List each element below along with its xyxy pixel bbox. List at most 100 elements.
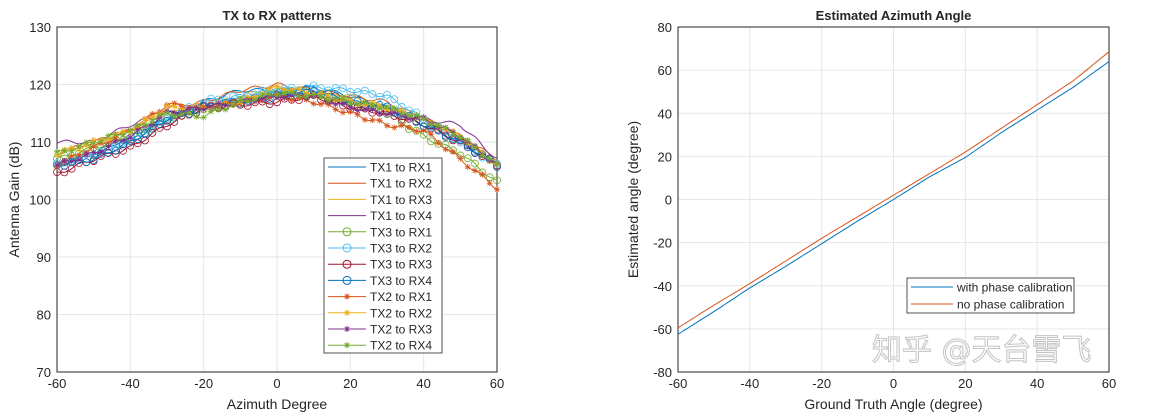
series-line bbox=[677, 51, 1110, 329]
data-point-star bbox=[442, 124, 449, 131]
data-point-star bbox=[61, 147, 68, 154]
x-axis-label: Azimuth Degree bbox=[227, 396, 328, 412]
x-tick-label: 60 bbox=[490, 376, 504, 391]
x-tick-label: -20 bbox=[194, 376, 213, 391]
data-point-star bbox=[120, 128, 126, 135]
data-point-star bbox=[90, 143, 97, 150]
chart-2: -60 -40 -20 0 20 40 60-80-60-40-20020406080Est… bbox=[625, 8, 1116, 412]
data-point-star bbox=[68, 147, 75, 154]
data-point-star bbox=[494, 160, 500, 167]
data-point-star bbox=[252, 96, 258, 103]
x-tick-label: -20 bbox=[812, 376, 831, 391]
data-point-star bbox=[457, 134, 464, 141]
legend-item: TX3 to RX4 bbox=[328, 274, 432, 288]
data-point-star bbox=[112, 131, 119, 138]
data-point-star bbox=[332, 101, 339, 108]
data-point-star bbox=[68, 144, 75, 151]
data-point-star bbox=[105, 136, 112, 143]
data-point-star bbox=[171, 112, 178, 119]
series-line bbox=[677, 61, 1110, 335]
data-point-star bbox=[332, 106, 339, 113]
data-point-star bbox=[61, 157, 68, 164]
x-tick-label: 0 bbox=[890, 376, 897, 391]
data-point-circle bbox=[141, 129, 149, 138]
legend-marker-circle bbox=[342, 275, 352, 285]
data-point-star bbox=[105, 143, 112, 150]
data-point-star bbox=[376, 117, 383, 124]
data-point-star bbox=[479, 171, 486, 178]
data-point-star bbox=[464, 163, 471, 170]
data-point-star bbox=[347, 108, 354, 115]
data-point-star bbox=[303, 93, 310, 100]
data-point-star bbox=[98, 138, 104, 145]
data-point-star bbox=[142, 116, 148, 123]
data-point-circle bbox=[133, 135, 142, 144]
data-point-star bbox=[398, 110, 405, 117]
data-point-star bbox=[90, 137, 97, 144]
data-point-star bbox=[105, 132, 112, 139]
legend-item: TX2 to RX3 bbox=[328, 323, 432, 337]
y-tick-label: 60 bbox=[658, 63, 672, 78]
legend-item: TX3 to RX1 bbox=[328, 225, 432, 239]
data-point-circle bbox=[353, 88, 362, 96]
data-point-star bbox=[310, 91, 317, 98]
data-point-star bbox=[464, 137, 471, 144]
y-axis-label: Antenna Gain (dB) bbox=[6, 142, 22, 258]
data-point-star bbox=[54, 152, 60, 159]
data-point-star bbox=[200, 114, 207, 121]
data-point-star bbox=[259, 91, 266, 98]
data-point-star bbox=[318, 90, 324, 97]
data-point-star bbox=[266, 85, 273, 92]
data-point-star bbox=[494, 186, 500, 193]
data-point-star bbox=[413, 128, 420, 135]
legend-label: with phase calibration bbox=[956, 281, 1072, 295]
series-with-phase-calibration bbox=[677, 61, 1110, 335]
legend-marker-star bbox=[344, 293, 350, 300]
data-point-star bbox=[347, 100, 354, 107]
legend-item: TX3 to RX3 bbox=[328, 258, 432, 272]
data-point-star bbox=[376, 110, 383, 117]
data-point-star bbox=[178, 111, 185, 118]
legend-item: TX2 to RX2 bbox=[328, 306, 432, 320]
data-point-star bbox=[457, 155, 464, 162]
data-point-star bbox=[428, 131, 434, 138]
data-point-star bbox=[178, 103, 185, 110]
data-point-star bbox=[384, 111, 390, 118]
data-point-circle bbox=[463, 154, 472, 163]
data-point-circle bbox=[82, 158, 91, 167]
data-point-star bbox=[237, 96, 244, 103]
data-point-circle bbox=[383, 90, 391, 99]
legend-label: TX1 to RX3 bbox=[370, 193, 432, 207]
data-point-star bbox=[83, 139, 90, 146]
data-point-star bbox=[127, 127, 134, 134]
data-point-star bbox=[208, 108, 214, 115]
legend: with phase calibration no phase calibrati… bbox=[906, 277, 1075, 314]
legend-label: TX3 to RX3 bbox=[370, 258, 432, 272]
data-point-star bbox=[435, 139, 442, 146]
legend-marker-star bbox=[344, 342, 350, 349]
data-point-star bbox=[340, 100, 346, 107]
legend-label: TX2 to RX2 bbox=[370, 306, 432, 320]
legend-item: TX1 to RX4 bbox=[328, 209, 432, 223]
data-point-star bbox=[310, 100, 317, 107]
x-tick-label: 40 bbox=[416, 376, 430, 391]
data-point-star bbox=[450, 148, 456, 155]
data-point-circle bbox=[89, 155, 98, 164]
data-point-star bbox=[142, 121, 148, 128]
legend-label: TX1 to RX1 bbox=[370, 161, 432, 175]
data-point-star bbox=[486, 155, 493, 162]
data-point-star bbox=[369, 117, 376, 124]
data-point-star bbox=[347, 96, 354, 103]
data-point-circle bbox=[471, 159, 479, 168]
data-point-star bbox=[105, 139, 112, 146]
data-point-star bbox=[479, 152, 486, 159]
data-point-star bbox=[274, 83, 280, 90]
data-point-star bbox=[281, 90, 288, 97]
data-point-star bbox=[406, 112, 412, 119]
y-tick-label: 120 bbox=[29, 78, 51, 93]
data-point-star bbox=[222, 102, 229, 109]
data-point-star bbox=[120, 137, 126, 144]
data-point-star bbox=[149, 110, 156, 117]
data-point-circle bbox=[441, 133, 450, 141]
data-point-star bbox=[442, 146, 449, 153]
